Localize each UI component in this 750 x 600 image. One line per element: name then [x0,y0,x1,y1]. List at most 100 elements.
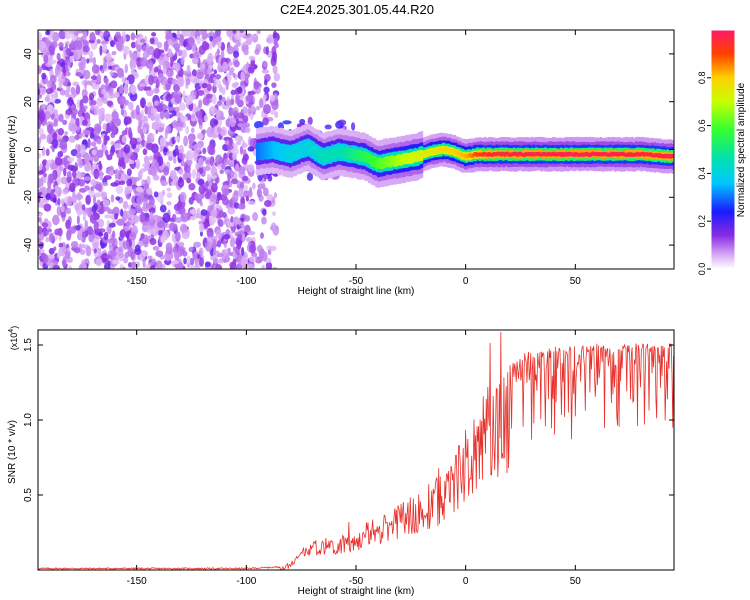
noise-speckle [91,149,97,156]
track-cell [378,160,382,167]
noise-speckle [193,241,202,248]
noise-speckle [80,56,87,66]
noise-speckle [129,208,136,216]
noise-speckle [123,36,127,42]
noise-speckle [130,214,135,225]
track-cell [295,148,299,155]
noise-speckle [51,41,58,49]
track-cell [264,147,267,153]
noise-speckle [129,52,138,60]
noise-speckle [282,120,292,125]
noise-speckle [179,223,188,233]
track-cell [373,159,376,165]
noise-speckle [91,64,100,74]
noise-speckle [253,120,264,129]
noise-speckle [121,135,127,143]
track-cell [640,152,643,156]
y-tick-label: -20 [23,190,34,205]
noise-speckle [256,30,261,35]
track-cell [353,151,357,157]
track-cell [667,153,671,158]
noise-speckle [41,253,49,264]
colorbar-tick-label: 0.8 [697,72,707,85]
noise-speckle [140,134,145,140]
noise-speckle [114,168,120,179]
noise-speckle [160,180,168,187]
noise-speckle [62,119,68,126]
snr-x-ticks: -150 -100 -50 0 50 [127,330,582,587]
track-cell [661,154,664,159]
track-cell [577,153,580,157]
noise-speckle [237,233,243,240]
noise-speckle [248,256,257,262]
x-tick-label: -100 [236,576,256,587]
track-cell [542,151,546,156]
noise-speckle [212,84,217,94]
noise-speckle [102,123,107,131]
noise-speckle [210,166,218,177]
noise-speckle [92,194,97,206]
track-cell [487,152,491,156]
track-cell [427,151,430,156]
track-cell [275,147,279,154]
noise-speckle [216,191,222,197]
track-cell [483,152,487,157]
x-tick-label: 50 [570,576,582,587]
noise-speckle [270,222,277,233]
noise-speckle [79,263,84,269]
noise-speckle [249,137,257,148]
noise-speckle [260,232,264,239]
noise-speckle [42,48,47,56]
noise-speckle [186,255,191,265]
noise-speckle [273,72,281,82]
track-cell [533,152,537,157]
noise-speckle [181,232,190,240]
noise-speckle [103,175,112,180]
noise-speckle [247,66,255,74]
noise-speckle [63,30,70,33]
track-cell [445,148,449,152]
noise-speckle [88,57,95,63]
track-cell [492,152,496,156]
noise-speckle [53,246,57,251]
noise-speckle [205,181,209,188]
track-cell [336,149,339,156]
track-cell [385,159,388,166]
track-cell [329,150,333,157]
track-cell [616,152,620,157]
track-cell [325,152,329,158]
noise-speckle [205,93,214,99]
noise-speckle [196,198,202,204]
noise-speckle [58,71,62,81]
chart-title: C2E4.2025.301.05.44.R20 [280,2,434,17]
track-cell [619,152,622,156]
noise-speckle [238,166,246,175]
snr-background [38,330,674,570]
noise-speckle [89,214,97,224]
noise-speckle [144,105,149,115]
track-cell [585,152,588,156]
track-cell [317,152,321,158]
track-cell [278,149,282,155]
noise-speckle [141,178,145,185]
noise-speckle [248,264,255,269]
noise-speckle [173,251,181,259]
noise-speckle [249,112,254,121]
noise-speckle [240,70,245,82]
noise-speckle [170,181,176,186]
track-cell [289,151,292,157]
snr-y-label: SNR (10 * v/v) [7,420,18,484]
noise-speckle [95,258,103,267]
noise-speckle [68,265,72,269]
noise-speckle [98,160,102,170]
track-cell [282,150,286,156]
noise-speckle [82,69,91,80]
noise-speckle [213,119,219,126]
noise-speckle [229,181,233,188]
track-cell [394,158,397,164]
track-cell [421,152,425,157]
noise-speckle [69,226,77,234]
noise-speckle [67,157,75,162]
noise-speckle [115,185,124,194]
y-tick-label: 0.5 [23,488,34,502]
